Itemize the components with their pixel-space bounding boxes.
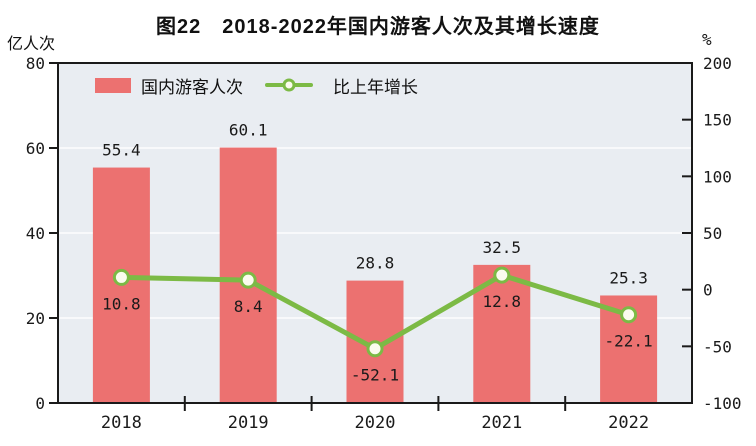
line-value-label: 12.8 [483, 292, 522, 311]
line-marker-2022 [620, 306, 638, 324]
line-value-label: 8.4 [234, 297, 263, 316]
left-tick-label: 0 [35, 394, 45, 413]
right-tick-label: 0 [703, 281, 713, 300]
x-axis-label-2021: 2021 [481, 413, 522, 433]
line-marker-2019 [239, 271, 257, 289]
x-axis-label-2019: 2019 [228, 413, 269, 433]
line-marker-2018 [112, 268, 130, 286]
bar-value-label: 32.5 [483, 238, 522, 257]
right-tick-label: -50 [703, 337, 732, 356]
x-axis-label-2018: 2018 [101, 413, 142, 433]
right-tick-label: 150 [703, 111, 732, 130]
legend-bar-swatch [95, 77, 131, 93]
right-tick-label: 100 [703, 167, 732, 186]
right-tick-label: 200 [703, 54, 732, 73]
bar-value-label: 60.1 [229, 121, 268, 140]
right-axis-unit-label: % [702, 30, 712, 49]
legend-line-label: 比上年增长 [333, 77, 418, 97]
legend: 国内游客人次 比上年增长 [95, 74, 418, 97]
right-tick-label: 50 [703, 224, 722, 243]
bar-value-label: 25.3 [609, 268, 648, 287]
left-axis-unit-label: 亿人次 [7, 36, 56, 53]
chart-title: 图22 2018-2022年国内游客人次及其增长速度 [156, 16, 600, 38]
line-marker-2021 [493, 266, 511, 284]
left-tick-label: 20 [26, 309, 45, 328]
line-value-label: -22.1 [605, 332, 653, 351]
bar-value-label: 55.4 [102, 141, 141, 160]
left-tick-label: 60 [26, 139, 45, 158]
line-value-label: 10.8 [102, 294, 141, 313]
left-tick-label: 80 [26, 54, 45, 73]
left-tick-label: 40 [26, 224, 45, 243]
right-tick-label: -100 [703, 394, 742, 413]
line-value-label: -52.1 [351, 366, 399, 385]
legend-line-marker-icon [282, 78, 296, 92]
legend-bar-label: 国内游客人次 [141, 77, 243, 97]
x-axis-label-2020: 2020 [355, 413, 396, 433]
bar-value-label: 28.8 [356, 254, 395, 273]
x-axis-label-2022: 2022 [608, 413, 649, 433]
line-marker-2020 [366, 340, 384, 358]
legend-line-swatch [265, 78, 313, 92]
